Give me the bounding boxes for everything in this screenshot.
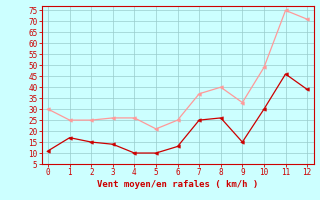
X-axis label: Vent moyen/en rafales ( km/h ): Vent moyen/en rafales ( km/h )	[97, 180, 258, 189]
